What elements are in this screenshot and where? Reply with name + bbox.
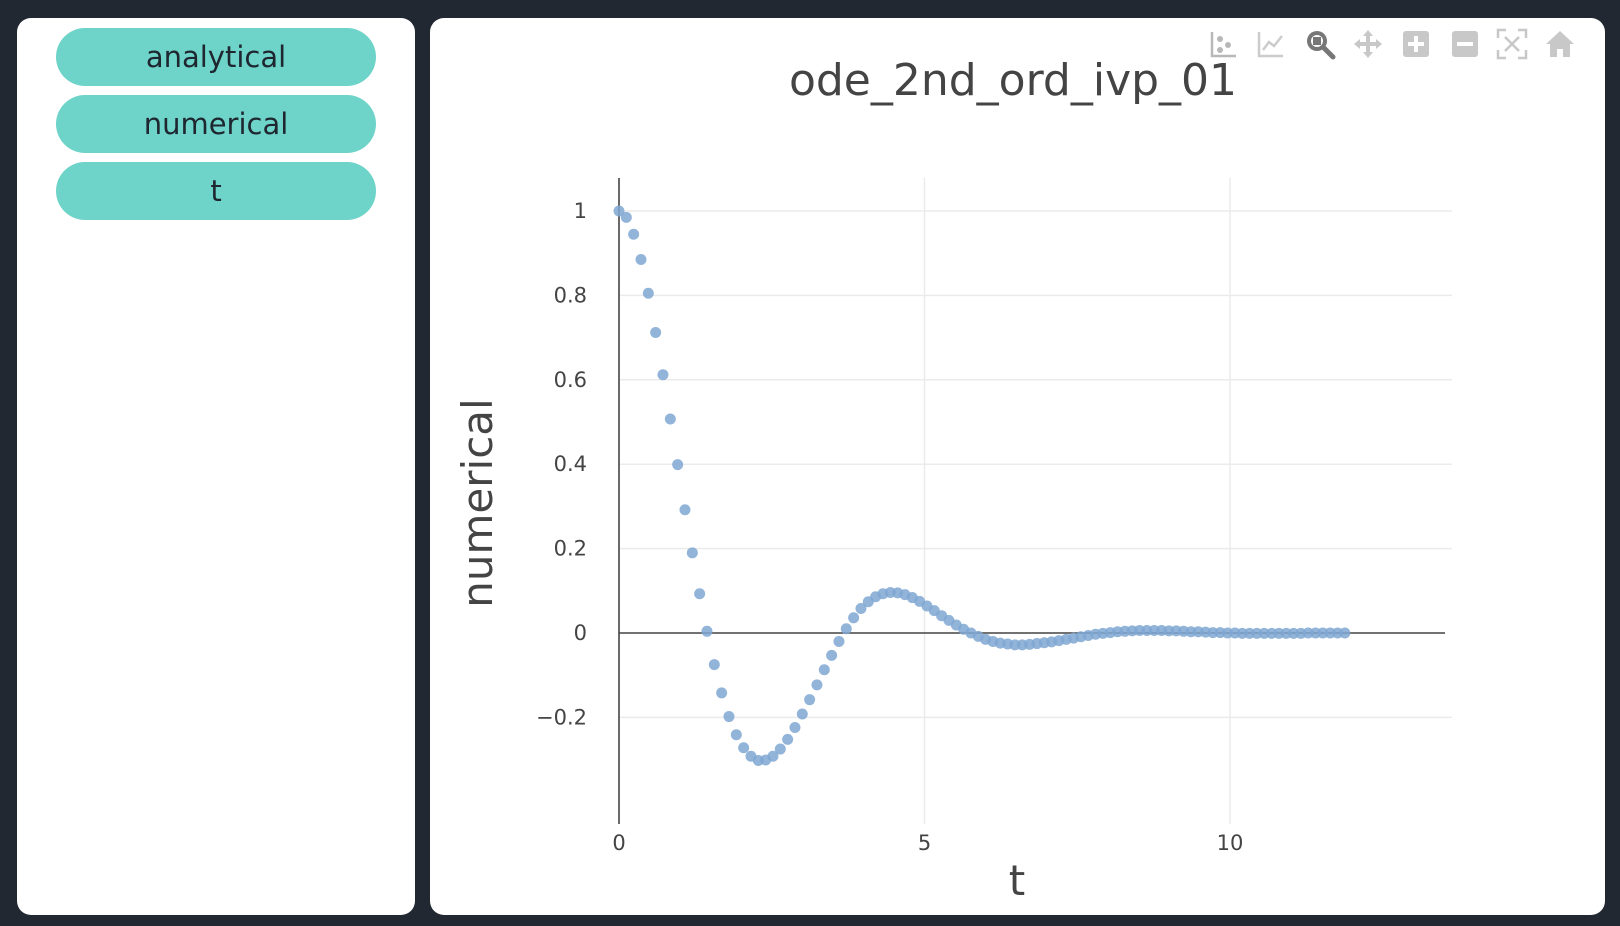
variable-button-numerical[interactable]: numerical [56,95,376,153]
data-point[interactable] [664,413,676,425]
data-point[interactable] [782,733,794,745]
data-point[interactable] [716,687,728,699]
data-point[interactable] [628,228,640,240]
data-point[interactable] [804,694,816,706]
variable-button-analytical[interactable]: analytical [56,28,376,86]
y-tick-label: 0 [574,621,587,645]
autoscale-icon[interactable] [1495,26,1529,62]
y-tick-label: 0.6 [554,368,587,392]
variable-button-t[interactable]: t [56,162,376,220]
spike-lines-icon[interactable] [1254,26,1288,62]
data-point[interactable] [811,679,823,691]
y-tick-label: −0.2 [536,705,587,729]
data-point[interactable] [855,603,867,615]
data-point[interactable] [635,254,647,266]
data-point[interactable] [657,369,669,381]
data-point[interactable] [679,504,691,516]
zoom-icon[interactable] [1303,26,1337,62]
y-tick-label: 0.4 [554,452,587,476]
zoom-in-icon[interactable] [1399,26,1433,62]
y-axis-label: numerical [453,398,502,607]
data-point[interactable] [642,287,654,299]
x-axis-label: t [1009,856,1025,905]
data-point[interactable] [650,327,662,339]
data-point[interactable] [789,722,801,734]
reset-axes-icon[interactable] [1543,26,1577,62]
scatter-chart: 0 5 10 −0.2 0 0.2 0.4 0.6 0.8 1 ode_2nd_ord_ivp_01… [453,55,1452,905]
pan-icon[interactable] [1351,26,1385,62]
y-tick-label: 0.8 [554,283,587,307]
data-point[interactable] [613,205,625,217]
y-tick-label: 1 [574,199,587,223]
chart-panel: 0 5 10 −0.2 0 0.2 0.4 0.6 0.8 1 ode_2nd_ord_ivp_01… [430,18,1605,915]
x-tick-label: 0 [612,831,625,855]
data-point[interactable] [796,708,808,720]
data-point[interactable] [701,625,713,637]
y-tick-label: 0.2 [554,537,587,561]
x-tick-label: 5 [918,831,931,855]
data-point[interactable] [826,649,838,661]
data-point[interactable] [730,729,742,741]
data-point[interactable] [840,623,852,635]
compare-data-icon[interactable] [1207,26,1241,62]
variable-panel: analytical numerical t [17,18,415,915]
chart-title: ode_2nd_ord_ivp_01 [789,55,1237,106]
data-point[interactable] [767,750,779,762]
data-point[interactable] [672,459,684,471]
data-point[interactable] [686,547,698,559]
data-point[interactable] [1339,627,1351,639]
data-point[interactable] [818,664,830,676]
data-point[interactable] [774,743,786,755]
data-point[interactable] [738,742,750,754]
zoom-out-icon[interactable] [1448,26,1482,62]
data-point[interactable] [694,588,706,600]
data-point[interactable] [833,635,845,647]
data-point[interactable] [723,711,735,723]
data-point[interactable] [708,659,720,671]
data-point[interactable] [848,612,860,624]
x-tick-label: 10 [1217,831,1244,855]
data-point[interactable] [620,211,632,223]
